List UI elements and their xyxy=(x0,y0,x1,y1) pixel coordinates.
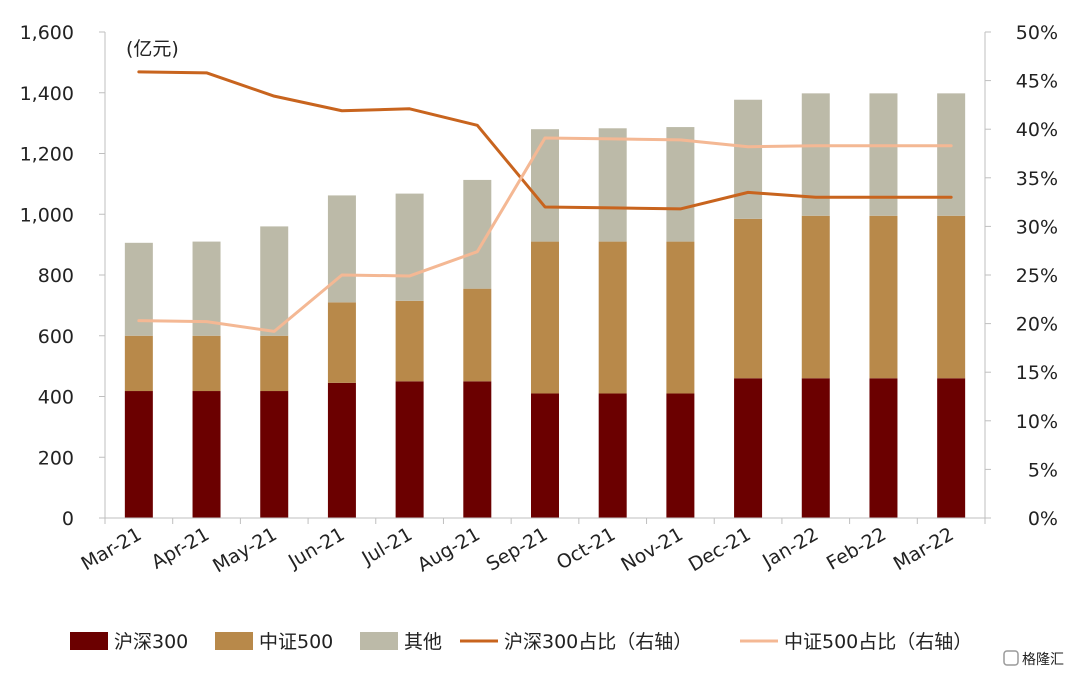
bar-segment xyxy=(463,381,492,518)
legend-label: 中证500占比（右轴） xyxy=(784,631,972,653)
x-axis-tick-label: Jun-21 xyxy=(284,523,348,573)
bar-segment xyxy=(327,302,356,383)
bar-segment xyxy=(598,128,627,242)
x-axis-tick-label: Mar-22 xyxy=(890,523,958,575)
left-axis-tick-label: 600 xyxy=(38,326,74,348)
right-axis-tick-label: 0% xyxy=(1028,508,1058,530)
right-axis-tick-label: 5% xyxy=(1028,459,1058,481)
bar-segment xyxy=(598,241,627,394)
left-axis-tick-label: 800 xyxy=(38,265,74,287)
series-line xyxy=(137,70,953,211)
x-axis-tick-label: Nov-21 xyxy=(617,523,687,576)
x-axis-tick-label: Apr-21 xyxy=(148,523,213,573)
bar-segment xyxy=(531,393,559,518)
right-axis-tick-label: 35% xyxy=(1016,168,1058,190)
left-axis-unit-label: (亿元) xyxy=(126,38,179,60)
bar-segment xyxy=(666,241,695,394)
bar-segment xyxy=(734,218,763,379)
left-axis-tick-label: 200 xyxy=(38,447,74,469)
bar-segment xyxy=(260,226,289,336)
bar-segment xyxy=(937,93,966,216)
bar-segment xyxy=(327,195,356,303)
bar-segment xyxy=(395,381,424,518)
watermark-text: 格隆汇 xyxy=(1022,652,1064,668)
left-axis-tick-label: 0 xyxy=(62,508,74,530)
bar-segment xyxy=(327,382,356,518)
legend-label: 沪深300占比（右轴） xyxy=(504,631,692,653)
watermark-logo-icon xyxy=(1003,650,1019,666)
right-axis-tick-label: 20% xyxy=(1016,314,1058,336)
x-axis-tick-label: Sep-21 xyxy=(483,523,552,575)
bar-segment xyxy=(666,393,695,518)
right-axis-tick-label: 45% xyxy=(1016,71,1058,93)
bar-segment xyxy=(801,215,830,379)
left-axis-tick-label: 1,600 xyxy=(20,22,74,44)
chart-legend: 沪深300 中证500 其他 沪深300占比（右轴） 中证500占比（右轴） xyxy=(70,631,972,653)
bar-segment xyxy=(124,335,153,392)
watermark: 格隆汇 xyxy=(1003,650,1064,668)
left-axis-tick-label: 1,400 xyxy=(20,83,74,105)
left-axis-tick-label: 1,000 xyxy=(20,204,74,226)
bar-segment xyxy=(463,288,492,382)
right-axis-tick-label: 10% xyxy=(1016,411,1058,433)
x-axis-tick-label: May-21 xyxy=(209,523,281,577)
x-axis-tick-label: Aug-21 xyxy=(414,523,484,576)
legend-swatch xyxy=(360,632,398,650)
legend-label: 其他 xyxy=(404,631,442,653)
bar-segment xyxy=(801,378,830,518)
x-axis-tick-label: Mar-21 xyxy=(77,523,145,575)
legend-label: 沪深300 xyxy=(114,631,188,653)
x-axis-tick-label: Jan-22 xyxy=(758,523,822,573)
bar-segment xyxy=(734,378,763,518)
bar-segment xyxy=(395,193,424,301)
bar-segment xyxy=(531,241,559,394)
bar-segment xyxy=(937,215,966,379)
left-axis-tick-label: 400 xyxy=(38,387,74,409)
right-axis-tick-label: 30% xyxy=(1016,216,1058,238)
bar-segment xyxy=(192,391,221,518)
right-axis-tick-label: 50% xyxy=(1016,22,1058,44)
line-marks xyxy=(137,70,953,333)
legend-swatch xyxy=(70,632,108,650)
legend-swatch xyxy=(215,632,253,650)
series-line xyxy=(137,136,953,333)
right-axis-tick-label: 40% xyxy=(1016,119,1058,141)
bar-segment xyxy=(869,378,898,518)
bar-segment xyxy=(260,391,289,518)
bar-marks xyxy=(124,93,966,518)
left-axis-tick-label: 1,200 xyxy=(20,144,74,166)
bar-segment xyxy=(666,127,695,242)
x-axis-tick-label: Oct-21 xyxy=(553,523,619,574)
right-axis-tick-label: 25% xyxy=(1016,265,1058,287)
bar-segment xyxy=(531,129,559,242)
bar-segment xyxy=(869,215,898,379)
bar-segment xyxy=(734,99,763,219)
bar-segment xyxy=(598,393,627,518)
bar-segment xyxy=(937,378,966,518)
right-axis-tick-label: 15% xyxy=(1016,362,1058,384)
legend-label: 中证500 xyxy=(259,631,333,653)
bar-segment xyxy=(260,335,289,392)
bar-segment xyxy=(869,93,898,216)
bar-segment xyxy=(395,300,424,382)
x-axis-tick-label: Feb-22 xyxy=(823,523,890,574)
bar-segment xyxy=(124,391,153,518)
x-axis-tick-label: Jul-21 xyxy=(358,523,417,570)
bar-segment xyxy=(192,335,221,392)
x-axis-tick-label: Dec-21 xyxy=(685,523,755,576)
